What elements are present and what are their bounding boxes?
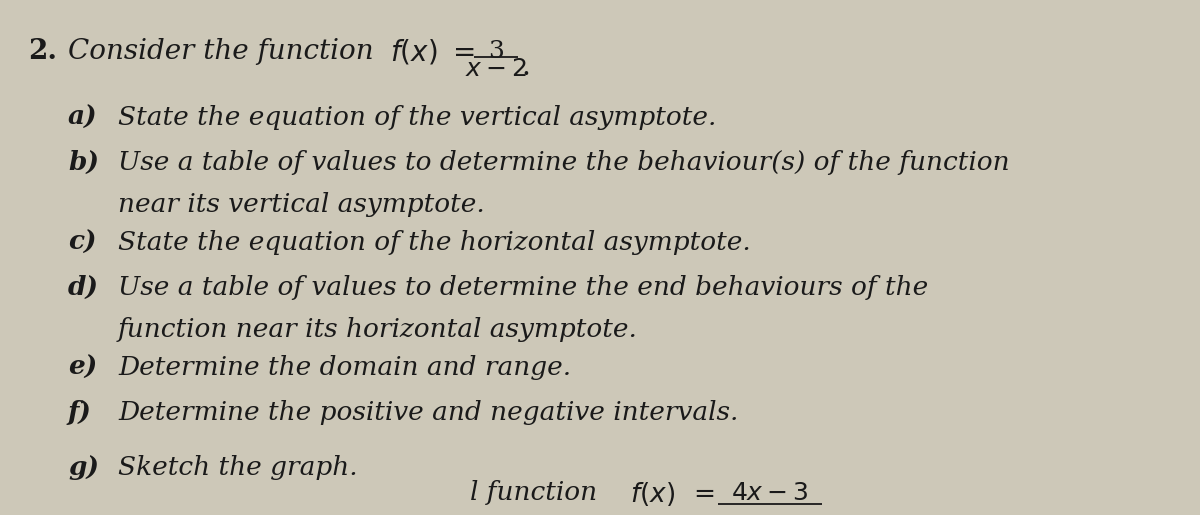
Text: l function: l function <box>470 480 598 505</box>
Text: $f(x)$: $f(x)$ <box>630 480 676 508</box>
Text: Determine the domain and range.: Determine the domain and range. <box>118 355 571 380</box>
Text: 2.: 2. <box>28 38 58 65</box>
Text: c): c) <box>68 230 96 255</box>
Text: g): g) <box>68 455 98 480</box>
Text: Use a table of values to determine the behaviour(s) of the function: Use a table of values to determine the b… <box>118 150 1009 175</box>
Text: near its vertical asymptote.: near its vertical asymptote. <box>118 192 485 217</box>
Text: 3: 3 <box>488 40 504 63</box>
Text: e): e) <box>68 355 97 380</box>
Text: Use a table of values to determine the end behaviours of the: Use a table of values to determine the e… <box>118 275 929 300</box>
Text: d): d) <box>68 275 98 300</box>
Text: f): f) <box>68 400 92 425</box>
Text: $=$: $=$ <box>688 480 714 505</box>
Text: $x-2$: $x-2$ <box>466 58 527 81</box>
Text: $=$: $=$ <box>446 38 475 65</box>
Text: Consider the function: Consider the function <box>68 38 373 65</box>
Text: Sketch the graph.: Sketch the graph. <box>118 455 358 480</box>
Text: .: . <box>521 54 530 81</box>
Text: a): a) <box>68 105 97 130</box>
Text: $4x-3$: $4x-3$ <box>731 482 809 505</box>
Text: function near its horizontal asymptote.: function near its horizontal asymptote. <box>118 317 638 342</box>
Text: b): b) <box>68 150 98 175</box>
Text: State the equation of the horizontal asymptote.: State the equation of the horizontal asy… <box>118 230 751 255</box>
Text: $f(x)$: $f(x)$ <box>390 38 437 67</box>
Text: State the equation of the vertical asymptote.: State the equation of the vertical asymp… <box>118 105 716 130</box>
Text: Determine the positive and negative intervals.: Determine the positive and negative inte… <box>118 400 738 425</box>
